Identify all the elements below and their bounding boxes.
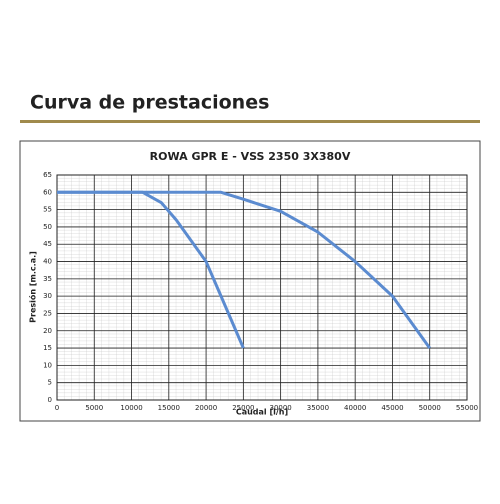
x-axis-label: Caudal [l/h] [236, 408, 288, 417]
plot-border [56, 174, 468, 401]
section-title: Curva de prestaciones [30, 92, 269, 114]
y-axis-label: Presión [m.c.a.] [28, 251, 38, 323]
curve [57, 190, 431, 349]
y-tick-label: 40 [43, 258, 52, 266]
x-tick-label: 30000 [269, 404, 291, 412]
x-tick-label: 50000 [419, 404, 441, 412]
x-tick-label: 15000 [158, 404, 180, 412]
y-tick-label: 65 [43, 171, 52, 179]
y-tick-label: 35 [43, 275, 52, 283]
y-tick-label: 60 [43, 188, 52, 196]
x-tick-label: 25000 [232, 404, 254, 412]
x-tick-label: 0 [55, 404, 59, 412]
y-tick-label: 20 [43, 327, 52, 335]
title-rule [20, 120, 480, 123]
y-tick-label: 0 [48, 396, 52, 404]
x-tick-label: 35000 [307, 404, 329, 412]
curve [57, 190, 245, 349]
y-tick-label: 30 [43, 292, 52, 300]
y-tick-label: 45 [43, 240, 52, 248]
y-tick-label: 15 [43, 344, 52, 352]
y-tick-label: 5 [48, 379, 52, 387]
x-tick-label: 45000 [381, 404, 403, 412]
minor-grid [57, 175, 467, 400]
x-tick-label: 20000 [195, 404, 217, 412]
y-tick-label: 25 [43, 309, 52, 317]
x-tick-label: 5000 [85, 404, 103, 412]
y-tick-label: 10 [43, 361, 52, 369]
x-tick-label: 10000 [120, 404, 142, 412]
x-tick-label: 55000 [456, 404, 478, 412]
chart-frame [19, 140, 481, 422]
y-tick-label: 55 [43, 206, 52, 214]
x-tick-label: 40000 [344, 404, 366, 412]
y-tick-label: 50 [43, 223, 52, 231]
plot: 0 5 10 15 20 25 30 35 40 45 50 55 60 65 0 5000 10000 1500… [43, 171, 478, 412]
chart-title: ROWA GPR E - VSS 2350 3X380V [150, 150, 351, 163]
